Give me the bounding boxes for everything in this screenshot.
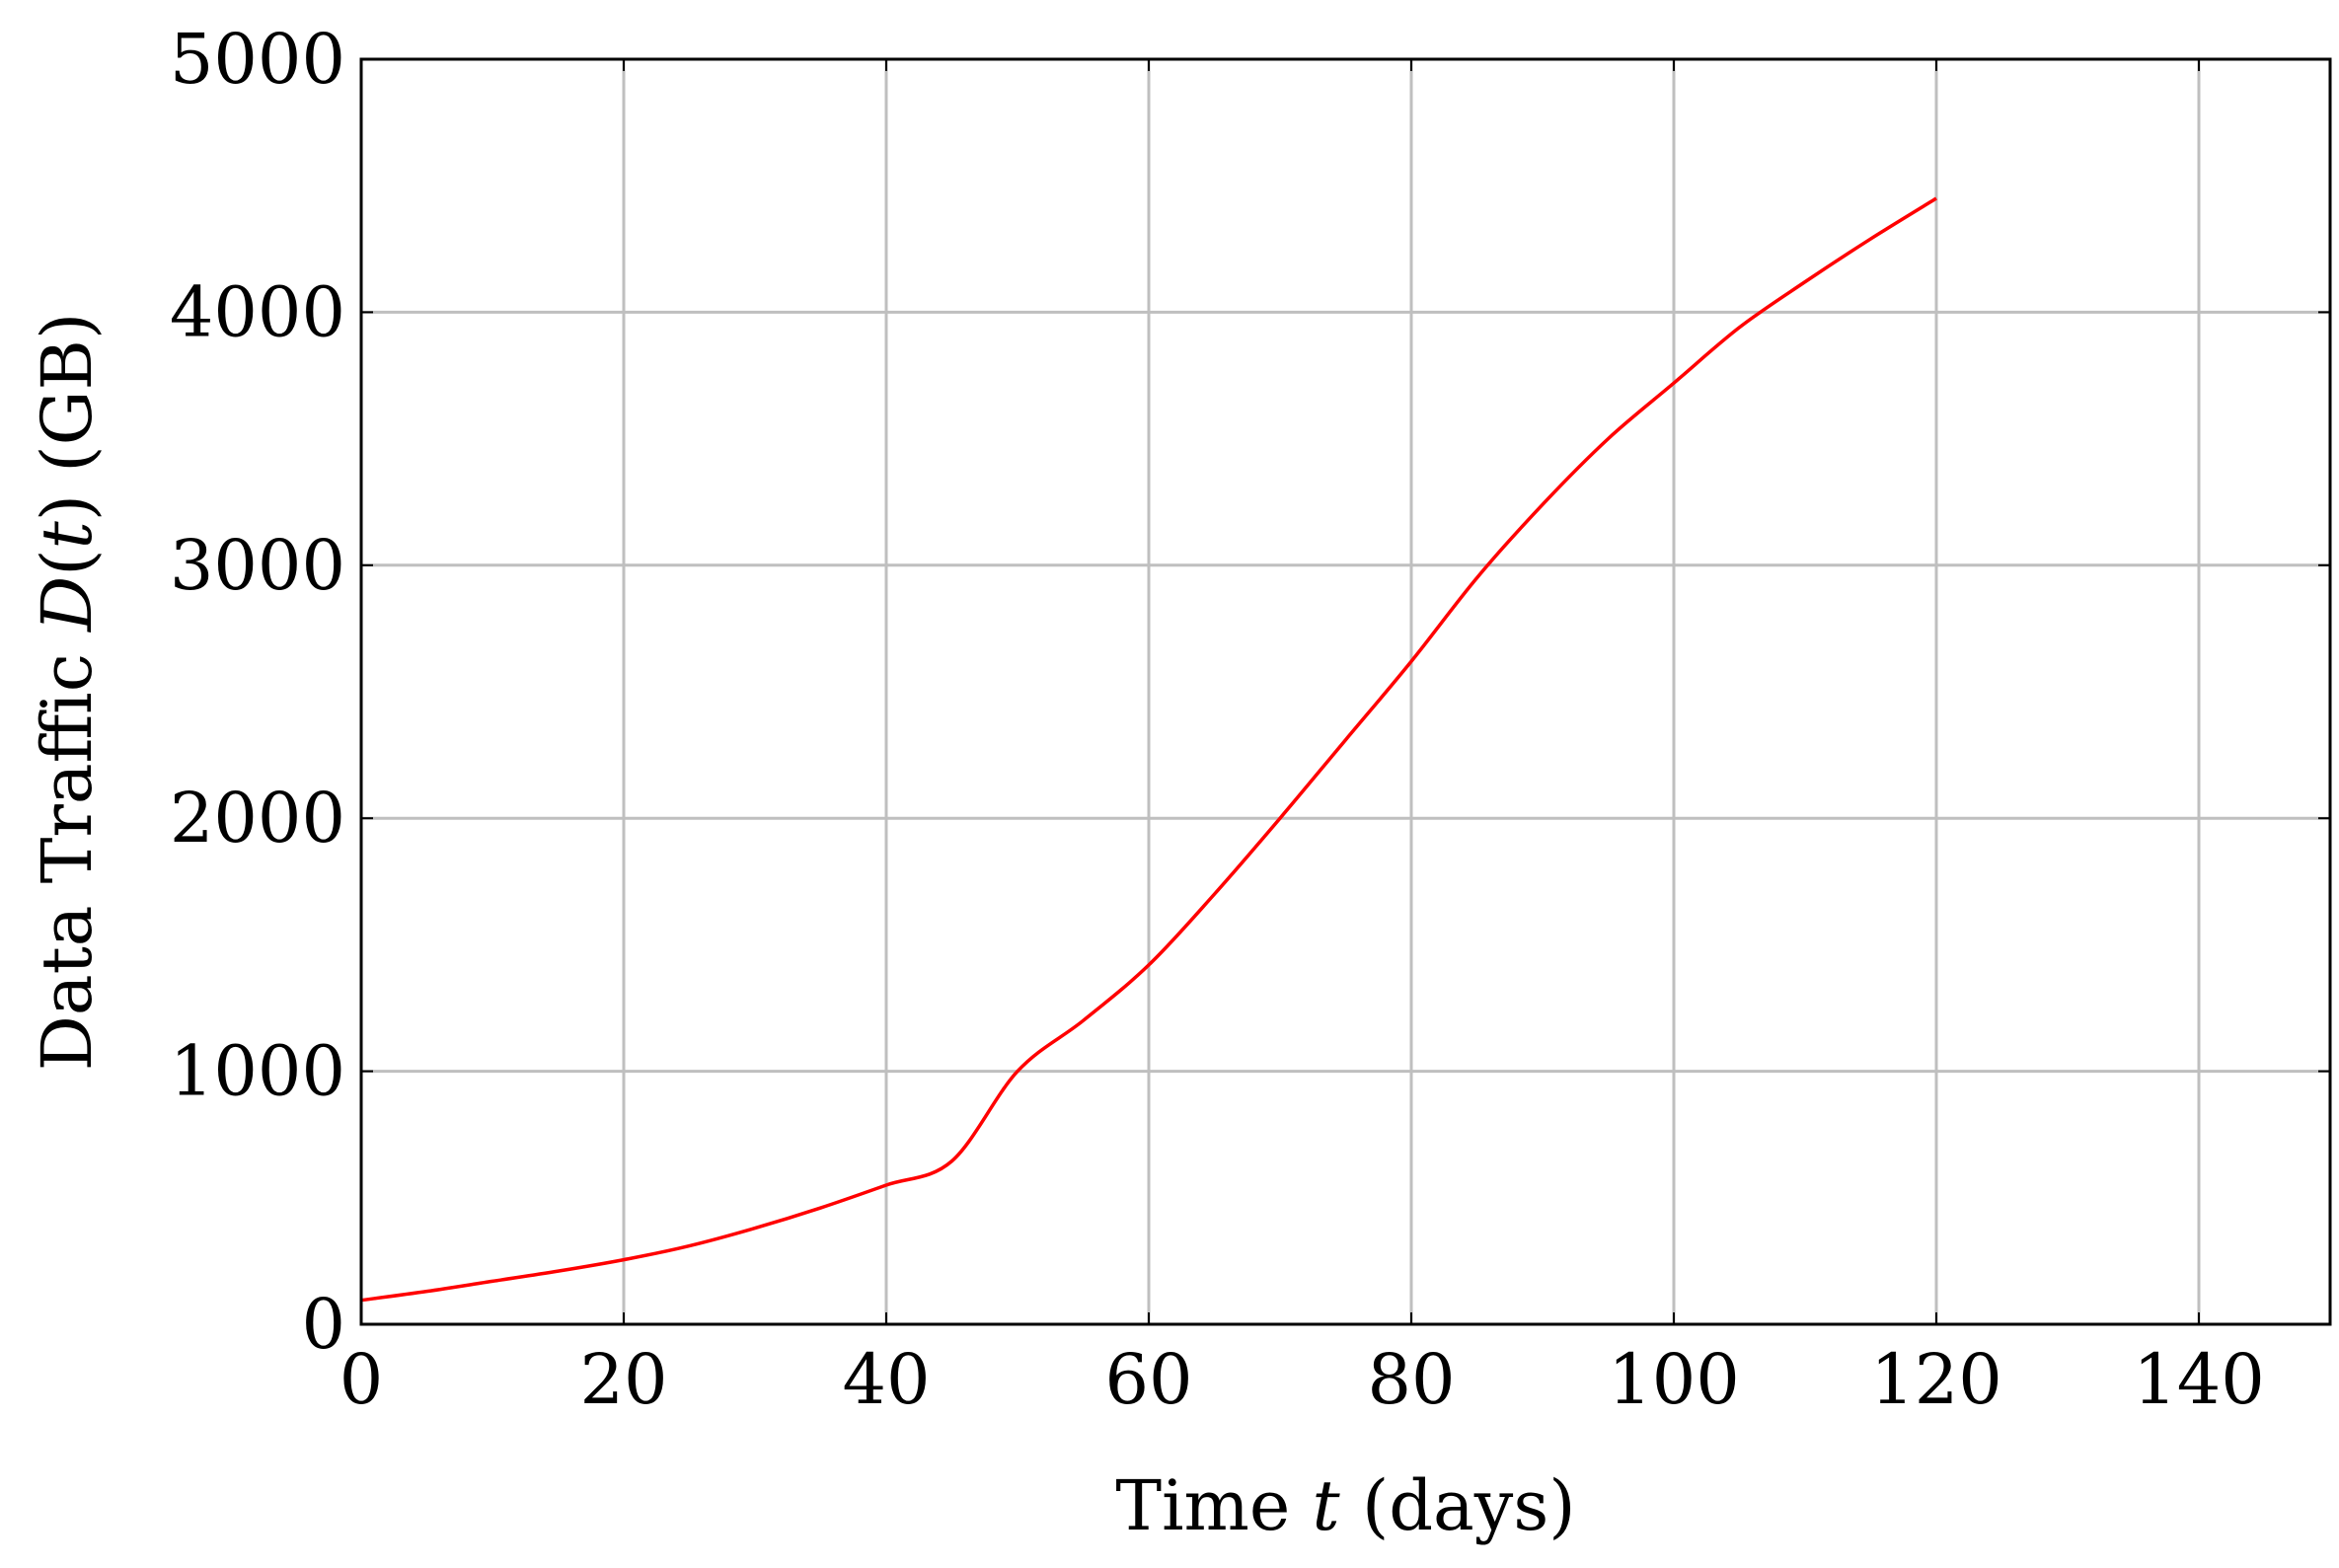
x-tick-label: 100 [1608, 1339, 1740, 1420]
tick-labels: 0 20 40 60 80 100 120 140 0 1000 2000 3000 4000 5000 [170, 19, 2330, 1420]
x-tick-label: 80 [1367, 1339, 1455, 1420]
plot-frame [359, 57, 2332, 1326]
y-tick-label: 3000 [170, 525, 345, 606]
y-axis-label-close: ) [27, 494, 108, 521]
y-axis-label: Data Traffic D(t) (GB) [27, 313, 108, 1072]
series-layer [360, 196, 1937, 1303]
x-axis-label: Time t (days) [1115, 1465, 1575, 1546]
y-tick-label: 0 [301, 1284, 345, 1365]
series-line-0 [360, 196, 1937, 1303]
x-tick-label: 0 [340, 1339, 384, 1420]
y-axis-label-open: ( [27, 549, 108, 575]
y-tick-label: 2000 [170, 778, 345, 859]
x-axis-label-prefix: Time [1115, 1465, 1312, 1546]
y-tick-label: 4000 [170, 271, 345, 352]
y-axis-label-suffix: (GB) [27, 313, 108, 494]
y-axis-label-func: D [27, 576, 108, 634]
y-tick-label: 5000 [170, 19, 345, 100]
y-axis-label-var: t [27, 520, 108, 549]
x-tick-label: 20 [579, 1339, 667, 1420]
x-tick-label: 40 [842, 1339, 930, 1420]
grid-lines [361, 59, 2330, 1324]
x-tick-label: 140 [2133, 1339, 2265, 1420]
y-tick-label: 1000 [170, 1031, 345, 1112]
y-axis-label-prefix: Data Traffic [27, 632, 108, 1071]
x-tick-label: 120 [1870, 1339, 2002, 1420]
x-tick-label: 60 [1104, 1339, 1192, 1420]
x-axis-label-suffix: (days) [1340, 1465, 1576, 1546]
x-axis-label-var: t [1313, 1465, 1341, 1546]
